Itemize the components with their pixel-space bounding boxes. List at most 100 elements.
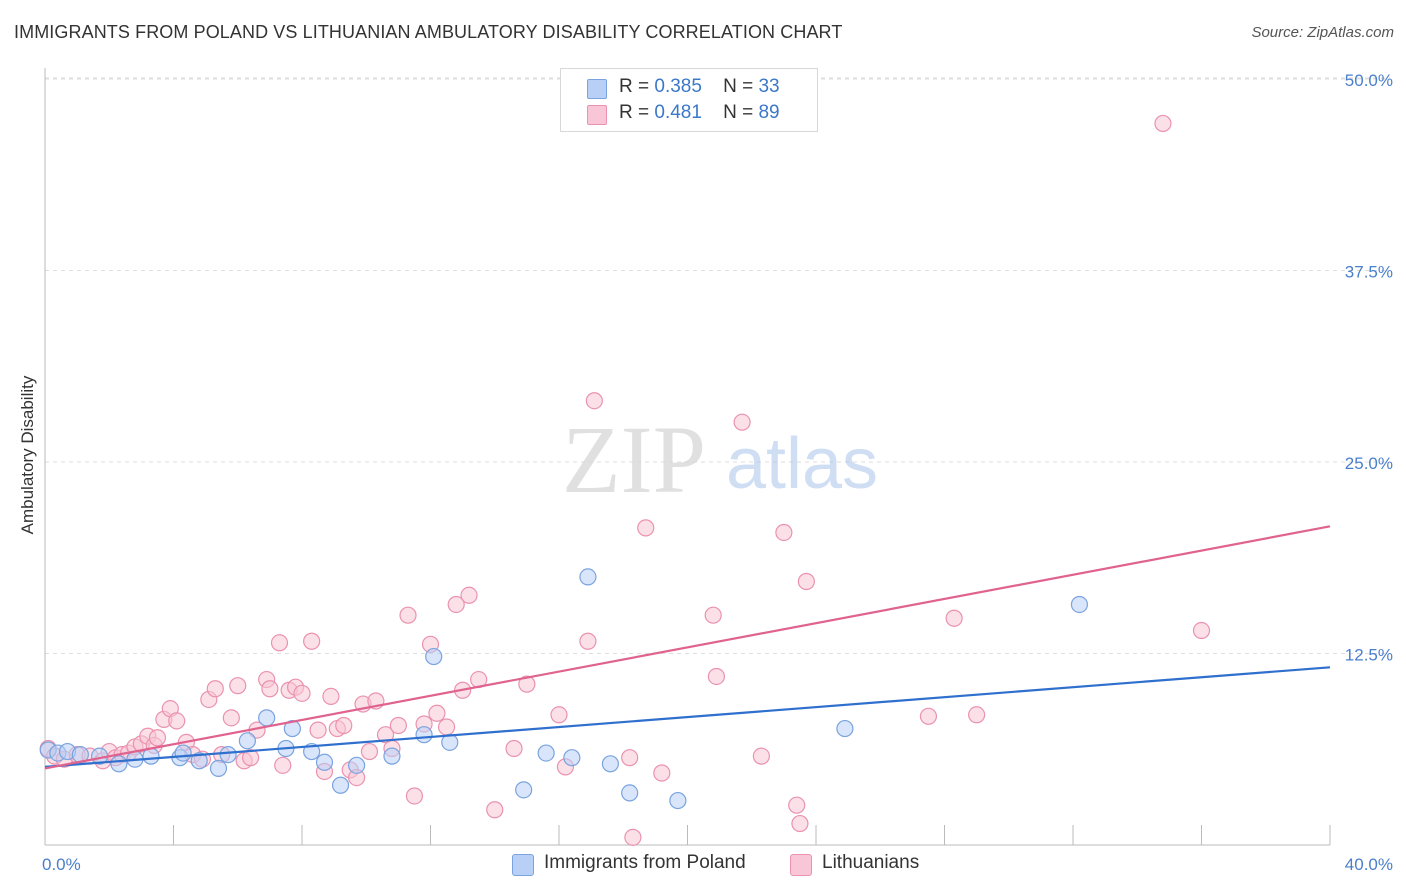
point-poland-14 xyxy=(258,709,276,727)
point-lithuanians-69 xyxy=(637,519,655,537)
grid-lines xyxy=(45,77,1390,654)
legend-r-value-lithuanians: 0.481 xyxy=(654,102,702,123)
point-poland-9 xyxy=(174,744,192,762)
point-poland-11 xyxy=(209,759,228,778)
point-lithuanians-62 xyxy=(518,675,536,693)
point-lithuanians-36 xyxy=(303,632,321,650)
point-poland-22 xyxy=(415,726,433,744)
point-poland-33 xyxy=(1070,595,1089,614)
series-label-poland: Immigrants from Poland xyxy=(544,852,746,873)
legend-r-label: R = xyxy=(619,102,650,123)
point-poland-19 xyxy=(331,776,350,794)
point-poland-10 xyxy=(190,752,208,770)
point-lithuanians-65 xyxy=(579,632,597,650)
point-poland-30 xyxy=(621,784,639,802)
point-poland-18 xyxy=(315,753,334,771)
trend-line-lithuanians xyxy=(44,525,1331,770)
axes xyxy=(44,68,1331,846)
legend-n-label: N = xyxy=(723,102,754,123)
point-poland-20 xyxy=(348,756,366,774)
point-poland-28 xyxy=(579,568,597,586)
legend-swatch-poland xyxy=(587,79,607,99)
point-poland-12 xyxy=(219,746,237,764)
point-lithuanians-81 xyxy=(968,706,986,724)
point-lithuanians-54 xyxy=(428,704,446,722)
point-poland-16 xyxy=(283,719,301,738)
point-lithuanians-30 xyxy=(261,680,279,698)
series-swatch-lithuanians xyxy=(790,854,812,876)
point-lithuanians-22 xyxy=(206,680,224,698)
point-lithuanians-27 xyxy=(242,749,260,767)
point-lithuanians-68 xyxy=(624,828,642,846)
point-lithuanians-72 xyxy=(707,667,726,686)
point-lithuanians-32 xyxy=(274,756,292,774)
x-tick-label-max: 40.0% xyxy=(1345,855,1393,874)
point-poland-23 xyxy=(425,647,443,666)
point-lithuanians-76 xyxy=(788,796,806,814)
y-tick-label-2: 37.5% xyxy=(1345,263,1393,282)
point-lithuanians-45 xyxy=(360,742,379,761)
point-lithuanians-47 xyxy=(376,726,395,744)
point-lithuanians-60 xyxy=(486,801,504,819)
point-poland-26 xyxy=(537,744,555,762)
point-lithuanians-70 xyxy=(653,764,671,782)
legend-n-label: N = xyxy=(723,76,754,97)
source-credit: Source: ZipAtlas.com xyxy=(1251,24,1394,41)
point-poland-31 xyxy=(669,791,687,810)
y-tick-label-1: 25.0% xyxy=(1345,454,1393,473)
y-tick-label-0: 12.5% xyxy=(1345,646,1393,665)
legend-r-value-poland: 0.385 xyxy=(654,76,702,97)
point-lithuanians-25 xyxy=(229,677,247,695)
point-lithuanians-77 xyxy=(791,814,809,833)
data-points xyxy=(39,114,1211,846)
point-lithuanians-80 xyxy=(945,609,963,627)
trend-lines xyxy=(44,525,1331,770)
point-lithuanians-17 xyxy=(168,712,186,730)
point-lithuanians-73 xyxy=(733,413,751,431)
point-lithuanians-37 xyxy=(309,721,327,739)
point-lithuanians-63 xyxy=(550,706,568,724)
point-lithuanians-74 xyxy=(752,747,770,765)
point-lithuanians-61 xyxy=(505,739,523,758)
point-poland-21 xyxy=(383,747,401,765)
point-lithuanians-14 xyxy=(148,729,167,747)
point-lithuanians-49 xyxy=(389,716,407,735)
point-lithuanians-50 xyxy=(399,606,417,624)
point-lithuanians-83 xyxy=(1192,621,1211,640)
point-lithuanians-55 xyxy=(437,718,456,736)
point-lithuanians-78 xyxy=(797,572,815,591)
legend-n-value-poland: 33 xyxy=(758,76,780,97)
watermark-atlas: atlas xyxy=(726,424,878,504)
watermark-zip: ZIP xyxy=(562,406,706,513)
point-lithuanians-39 xyxy=(322,687,340,705)
point-poland-25 xyxy=(515,781,533,799)
point-poland-13 xyxy=(238,732,256,750)
point-lithuanians-51 xyxy=(405,787,424,805)
point-poland-5 xyxy=(110,755,128,773)
series-swatch-poland xyxy=(512,854,534,876)
point-poland-32 xyxy=(836,719,854,738)
point-lithuanians-31 xyxy=(270,634,289,652)
point-lithuanians-75 xyxy=(775,523,793,542)
legend-n-value-lithuanians: 89 xyxy=(758,102,780,123)
point-lithuanians-79 xyxy=(919,707,938,725)
point-lithuanians-71 xyxy=(704,606,722,624)
point-lithuanians-41 xyxy=(335,716,353,735)
tick-labels: 12.5% 25.0% 37.5% 50.0% 0.0% 40.0% xyxy=(42,71,1393,874)
watermark: ZIP atlas xyxy=(562,406,878,513)
legend-r-label: R = xyxy=(619,76,650,97)
point-lithuanians-56 xyxy=(447,595,465,614)
point-poland-29 xyxy=(601,755,620,773)
point-lithuanians-67 xyxy=(621,749,639,767)
chart-title: IMMIGRANTS FROM POLAND VS LITHUANIAN AMB… xyxy=(14,22,843,42)
point-poland-24 xyxy=(441,733,459,751)
legend-swatch-lithuanians xyxy=(587,105,607,125)
trend-line-poland xyxy=(44,666,1331,768)
series-label-lithuanians: Lithuanians xyxy=(822,852,920,873)
point-lithuanians-24 xyxy=(222,709,240,727)
point-lithuanians-58 xyxy=(460,586,478,604)
point-poland-27 xyxy=(563,749,581,767)
point-lithuanians-82 xyxy=(1154,114,1172,133)
x-tick-label-min: 0.0% xyxy=(42,855,81,874)
